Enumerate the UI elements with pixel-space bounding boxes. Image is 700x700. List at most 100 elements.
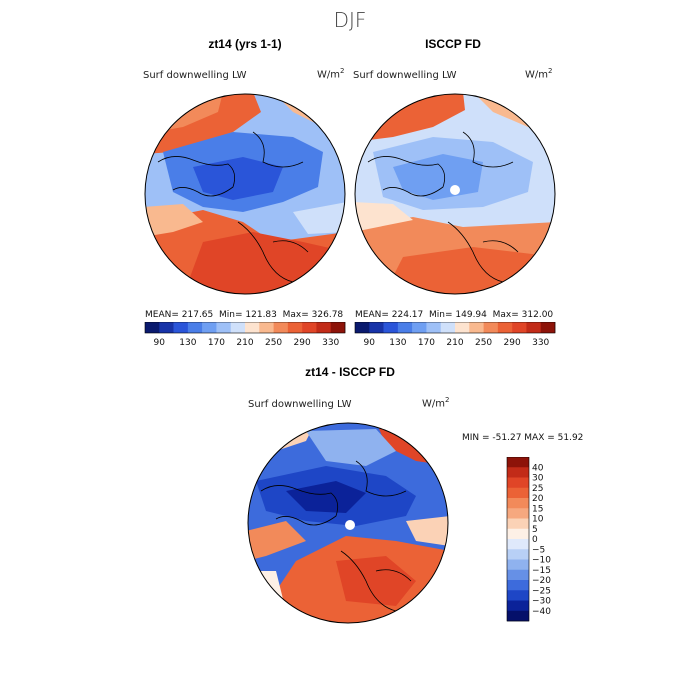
colorbar-swatch [507, 518, 529, 530]
region-mild-w [355, 202, 413, 232]
colorbar-tick-label: −25 [532, 586, 551, 596]
colorbar-tick-label: 90 [364, 338, 376, 348]
region-coldest [193, 157, 283, 200]
colorbar-swatch [426, 322, 442, 333]
panel2-stats: MEAN= 224.17 Min= 149.94 Max= 312.00 [355, 310, 554, 320]
region-positive-w [248, 521, 306, 561]
colorbar-swatch [507, 600, 529, 612]
panel1-colorbar: 90130170210250290330370 [144, 322, 346, 348]
colorbar-tick-label: 250 [475, 338, 492, 348]
colorbar-swatch [287, 322, 303, 333]
panel3-title: zt14 - ISCCP FD [305, 365, 395, 379]
panel2-colorbar: 90130170210250290330370 [354, 322, 556, 348]
colorbar-tick-label: 210 [236, 338, 253, 348]
colorbar-swatch [455, 322, 470, 333]
colorbar-swatch [187, 322, 203, 333]
colorbar-swatch [259, 322, 274, 333]
colorbar-swatch [202, 322, 217, 333]
colorbar-swatch [145, 322, 160, 333]
colorbar-swatch [507, 569, 529, 581]
colorbar-swatch [483, 322, 499, 333]
colorbar-frame [144, 322, 346, 334]
colorbar-tick-label: 10 [532, 515, 544, 525]
region-cold-arctic [393, 154, 483, 200]
colorbar-swatch [316, 322, 332, 333]
colorbar-tick-label: 20 [532, 494, 544, 504]
colorbar-tick-label: −20 [532, 576, 551, 586]
panel1-units: W/m2 [317, 67, 345, 81]
coastline [447, 221, 519, 283]
colorbar-tick-label: 290 [504, 338, 521, 348]
region-negative-mild [306, 429, 396, 466]
colorbar-tick-label: 330 [532, 338, 549, 348]
panel3-stats: MIN = -51.27 MAX = 51.92 [462, 433, 584, 443]
region-mild-w [145, 204, 203, 237]
colorbar-swatch [216, 322, 232, 333]
colorbar-tick-label: 290 [294, 338, 311, 348]
region-cool-e [293, 202, 345, 234]
colorbar-tick-label: 15 [532, 504, 543, 514]
colorbar-swatch [412, 322, 427, 333]
region-negative-core [286, 481, 366, 513]
region-small-positive-e [406, 516, 448, 546]
colorbar-swatch [469, 322, 484, 333]
panel1-polar-map [144, 93, 346, 295]
colorbar-tick-label: 40 [532, 463, 544, 473]
colorbar-swatch [507, 549, 529, 560]
colorbar-swatch [507, 528, 529, 540]
missing-data-pole [450, 185, 460, 195]
coastline [237, 221, 309, 283]
map-boundary [247, 422, 449, 624]
coastline [260, 485, 339, 526]
panel3-polar-map [247, 422, 449, 624]
colorbar-frame [354, 322, 556, 334]
colorbar-swatch [245, 322, 260, 333]
colorbar-swatch [507, 498, 529, 509]
colorbar-tick-label: 5 [532, 525, 538, 535]
panel2-title: ISCCP FD [425, 37, 481, 51]
colorbar-tick-label: −5 [532, 545, 545, 555]
coastline [367, 156, 446, 197]
colorbar-swatch [507, 487, 529, 499]
panel1-stats: MEAN= 217.65 Min= 121.83 Max= 326.78 [145, 310, 344, 320]
colorbar-swatch [507, 580, 529, 591]
region-positive-core [336, 556, 416, 606]
colorbar-swatch [302, 322, 317, 333]
panel1-variable: Surf downwelling LW [143, 70, 247, 81]
colorbar-swatch [173, 322, 189, 333]
colorbar-swatch [397, 322, 413, 333]
map-boundary [144, 93, 346, 295]
coastline [355, 460, 407, 497]
colorbar-tick-label: 130 [179, 338, 196, 348]
colorbar-swatch [273, 322, 289, 333]
coastline [157, 156, 236, 197]
panel1-title: zt14 (yrs 1-1) [208, 37, 282, 51]
colorbar-swatch [330, 322, 346, 333]
panel2-units: W/m2 [525, 67, 553, 81]
colorbar-swatch [507, 457, 529, 468]
colorbar-tick-label: −15 [532, 566, 551, 576]
colorbar-swatch [159, 322, 174, 333]
coastline [340, 550, 412, 612]
colorbar-frame [506, 457, 530, 622]
colorbar-tick-label: 170 [208, 338, 225, 348]
colorbar-swatch [355, 322, 370, 333]
colorbar-tick-label: −30 [532, 597, 551, 607]
colorbar-tick-label: 250 [265, 338, 282, 348]
colorbar-swatch [507, 477, 529, 489]
panel3-units: W/m2 [422, 396, 450, 410]
colorbar-swatch [526, 322, 542, 333]
colorbar-swatch [497, 322, 513, 333]
colorbar-tick-label: −10 [532, 556, 551, 566]
colorbar-tick-label: 30 [532, 474, 544, 484]
colorbar-swatch [383, 322, 399, 333]
coastline [462, 131, 514, 168]
colorbar-swatch [440, 322, 456, 333]
colorbar-swatch [230, 322, 246, 333]
colorbar-swatch [507, 610, 529, 622]
colorbar-tick-label: 90 [154, 338, 166, 348]
panel2-polar-map [354, 93, 556, 295]
colorbar-tick-label: −40 [532, 607, 551, 617]
colorbar-tick-label: 210 [446, 338, 463, 348]
